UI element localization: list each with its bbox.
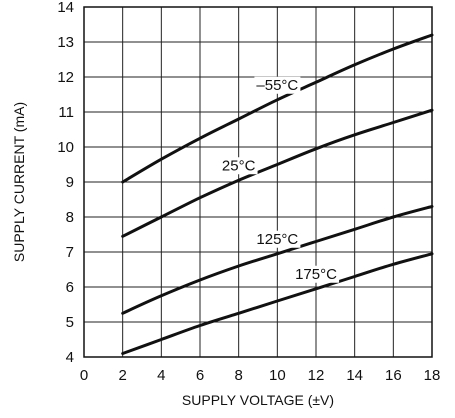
series-line <box>121 205 434 315</box>
y-tick-label: 6 <box>66 279 74 296</box>
plot-frame <box>83 6 433 358</box>
series-label: 125°C <box>256 231 298 248</box>
x-tick-label: 2 <box>118 367 126 384</box>
x-tick-label: 8 <box>234 367 242 384</box>
y-tick-label: 14 <box>57 0 74 16</box>
y-tick-label: 11 <box>58 104 74 121</box>
y-tick-label: 9 <box>66 174 74 191</box>
x-tick-label: 18 <box>424 367 441 384</box>
series-line <box>121 252 434 355</box>
y-tick-label: 4 <box>66 349 74 366</box>
series-label-backdrop <box>254 230 301 248</box>
series-curves <box>121 33 434 355</box>
y-tick-label: 10 <box>57 139 74 156</box>
x-tick-label: 12 <box>308 367 325 384</box>
series-label: 25°C <box>222 157 256 174</box>
x-axis-label: SUPPLY VOLTAGE (±V) <box>182 392 334 408</box>
x-tick-label: 0 <box>80 367 88 384</box>
series-labels: –55°C 25°C 125°C 175°C <box>219 76 340 283</box>
x-tick-label: 16 <box>385 367 402 384</box>
series-label-backdrop <box>219 157 258 175</box>
series-label: 175°C <box>295 266 337 283</box>
y-tick-label: 8 <box>66 209 74 226</box>
y-tick-label: 13 <box>57 34 74 51</box>
y-tick-label: 7 <box>66 244 74 261</box>
y-tick-label: 5 <box>66 314 74 331</box>
x-tick-label: 4 <box>157 367 165 384</box>
series-line <box>121 108 434 238</box>
x-tick-label: 10 <box>269 367 286 384</box>
series-label: –55°C <box>256 77 298 94</box>
y-axis-label: SUPPLY CURRENT (mA) <box>11 102 27 262</box>
series-label-backdrop <box>254 76 301 94</box>
x-tick-label: 14 <box>346 367 363 384</box>
series-line <box>121 33 434 184</box>
tick-labels: 0 2 4 6 8 10 12 14 16 18 4 5 6 7 8 9 10 11 12 13 14 <box>57 0 440 384</box>
series-label-backdrop <box>293 265 340 283</box>
grid <box>83 6 433 358</box>
y-tick-label: 12 <box>57 69 74 86</box>
x-tick-label: 6 <box>196 367 204 384</box>
